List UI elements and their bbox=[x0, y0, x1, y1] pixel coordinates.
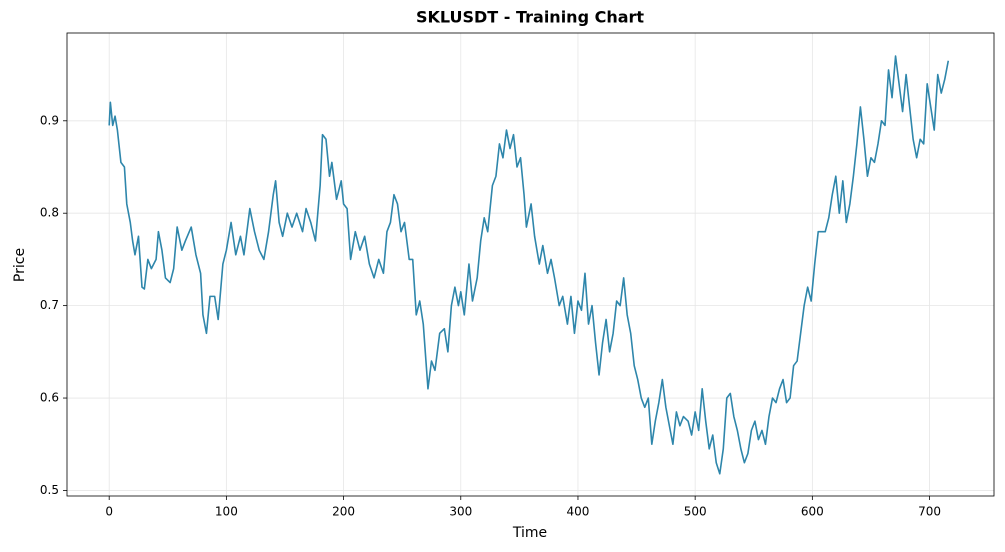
x-tick-label: 200 bbox=[332, 505, 355, 519]
y-axis-label: Price bbox=[12, 248, 28, 282]
chart-title: SKLUSDT - Training Chart bbox=[416, 8, 644, 27]
y-tick-label: 0.9 bbox=[40, 113, 59, 127]
y-tick-label: 0.8 bbox=[40, 206, 59, 220]
x-tick-label: 100 bbox=[215, 505, 238, 519]
x-axis-label: Time bbox=[512, 525, 547, 541]
x-tick-label: 300 bbox=[449, 505, 472, 519]
x-tick-label: 0 bbox=[105, 505, 113, 519]
price-line bbox=[108, 55, 950, 475]
x-tick-label: 500 bbox=[684, 505, 707, 519]
x-tick-label: 400 bbox=[567, 505, 590, 519]
x-tick-label: 600 bbox=[801, 505, 824, 519]
x-tick-label: 700 bbox=[918, 505, 941, 519]
y-tick-label: 0.6 bbox=[40, 391, 59, 405]
y-tick-label: 0.5 bbox=[40, 483, 59, 497]
plot-frame bbox=[66, 32, 995, 497]
y-tick-label: 0.7 bbox=[40, 298, 59, 312]
